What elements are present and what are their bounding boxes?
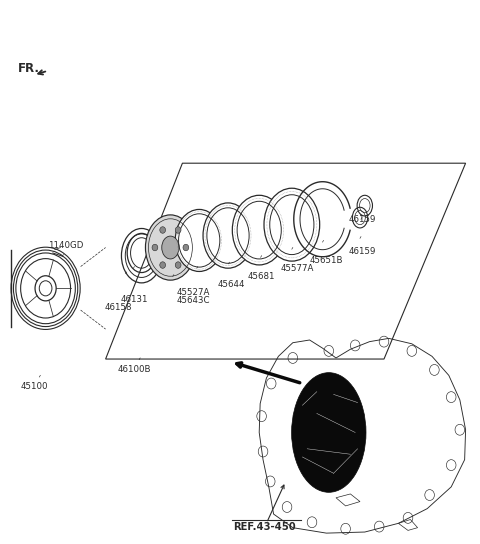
Text: 46159: 46159 bbox=[348, 248, 376, 256]
Circle shape bbox=[160, 227, 166, 233]
Ellipse shape bbox=[175, 209, 223, 271]
Ellipse shape bbox=[145, 215, 195, 280]
Text: 46159: 46159 bbox=[348, 215, 376, 224]
Circle shape bbox=[183, 244, 189, 251]
Ellipse shape bbox=[232, 195, 286, 265]
Ellipse shape bbox=[292, 373, 366, 492]
Text: 1140GD: 1140GD bbox=[48, 242, 84, 250]
Text: 46158: 46158 bbox=[105, 303, 132, 312]
Circle shape bbox=[175, 227, 181, 233]
Circle shape bbox=[175, 262, 181, 268]
Text: 45681: 45681 bbox=[248, 272, 275, 281]
Text: 45527A: 45527A bbox=[177, 288, 210, 297]
Text: 45577A: 45577A bbox=[281, 264, 314, 273]
Text: 46100B: 46100B bbox=[118, 366, 151, 374]
Text: FR.: FR. bbox=[18, 61, 40, 75]
Text: 45643C: 45643C bbox=[177, 296, 210, 305]
Circle shape bbox=[152, 244, 158, 251]
Circle shape bbox=[160, 262, 166, 268]
Ellipse shape bbox=[162, 236, 179, 259]
Ellipse shape bbox=[264, 188, 320, 261]
Text: 45100: 45100 bbox=[20, 382, 48, 391]
Text: REF.43-450: REF.43-450 bbox=[233, 522, 296, 531]
Ellipse shape bbox=[203, 203, 253, 268]
Text: 45651B: 45651B bbox=[310, 256, 343, 264]
Text: 45644: 45644 bbox=[218, 280, 245, 289]
Text: 46131: 46131 bbox=[121, 295, 148, 304]
